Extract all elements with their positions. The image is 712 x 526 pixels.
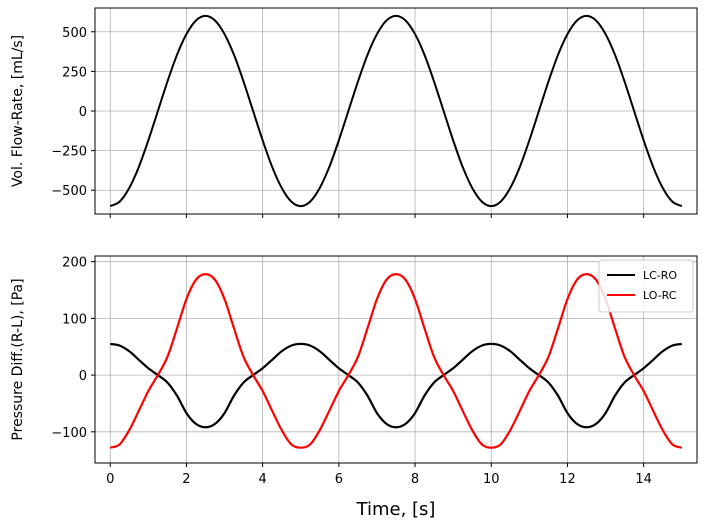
y-tick-label: 250	[62, 65, 87, 80]
y-tick-label: −500	[51, 184, 87, 199]
legend-label-lo-rc: LO-RC	[643, 289, 677, 302]
x-tick-label: 14	[635, 472, 652, 487]
y-tick-label: −250	[51, 145, 87, 160]
x-tick-label: 2	[182, 472, 190, 487]
legend-label-lc-ro: LC-RO	[643, 269, 677, 282]
y-axis-label: Pressure Diff.(R-L), [Pa]	[10, 278, 26, 440]
x-tick-label: 0	[106, 472, 114, 487]
axes-frame	[94, 255, 698, 464]
y-tick-label: 200	[62, 256, 87, 271]
series-line-lo-rc	[109, 273, 683, 449]
x-tick-label: 4	[259, 472, 267, 487]
x-tick-label: 12	[559, 472, 576, 487]
flow-rate-panel: −500 −250 0 250 500 Vol. Flow-Rate, [mL/s]	[10, 7, 698, 218]
pressure-diff-panel: 0 2 4 6 8 10 12 14 −100 0 100 200 Pressure Diff.(R-L…	[10, 255, 698, 520]
y-tick-label: −100	[51, 426, 87, 441]
y-tick-label: 0	[79, 369, 87, 384]
legend-box	[598, 259, 694, 313]
x-tick-label: 10	[483, 472, 500, 487]
x-tick-label: 6	[335, 472, 343, 487]
series-line-flow-rate	[109, 14, 683, 208]
x-axis-label: Time, [s]	[356, 499, 436, 520]
legend: LC-RO LO-RC	[598, 259, 694, 313]
y-axis-label: Vol. Flow-Rate, [mL/s]	[10, 35, 26, 187]
series-line-lc-ro	[110, 342, 682, 429]
y-tick-label: 0	[79, 105, 87, 120]
x-tick-label: 8	[411, 472, 419, 487]
y-tick-label: 500	[62, 26, 87, 41]
y-tick-label: 100	[62, 312, 87, 327]
